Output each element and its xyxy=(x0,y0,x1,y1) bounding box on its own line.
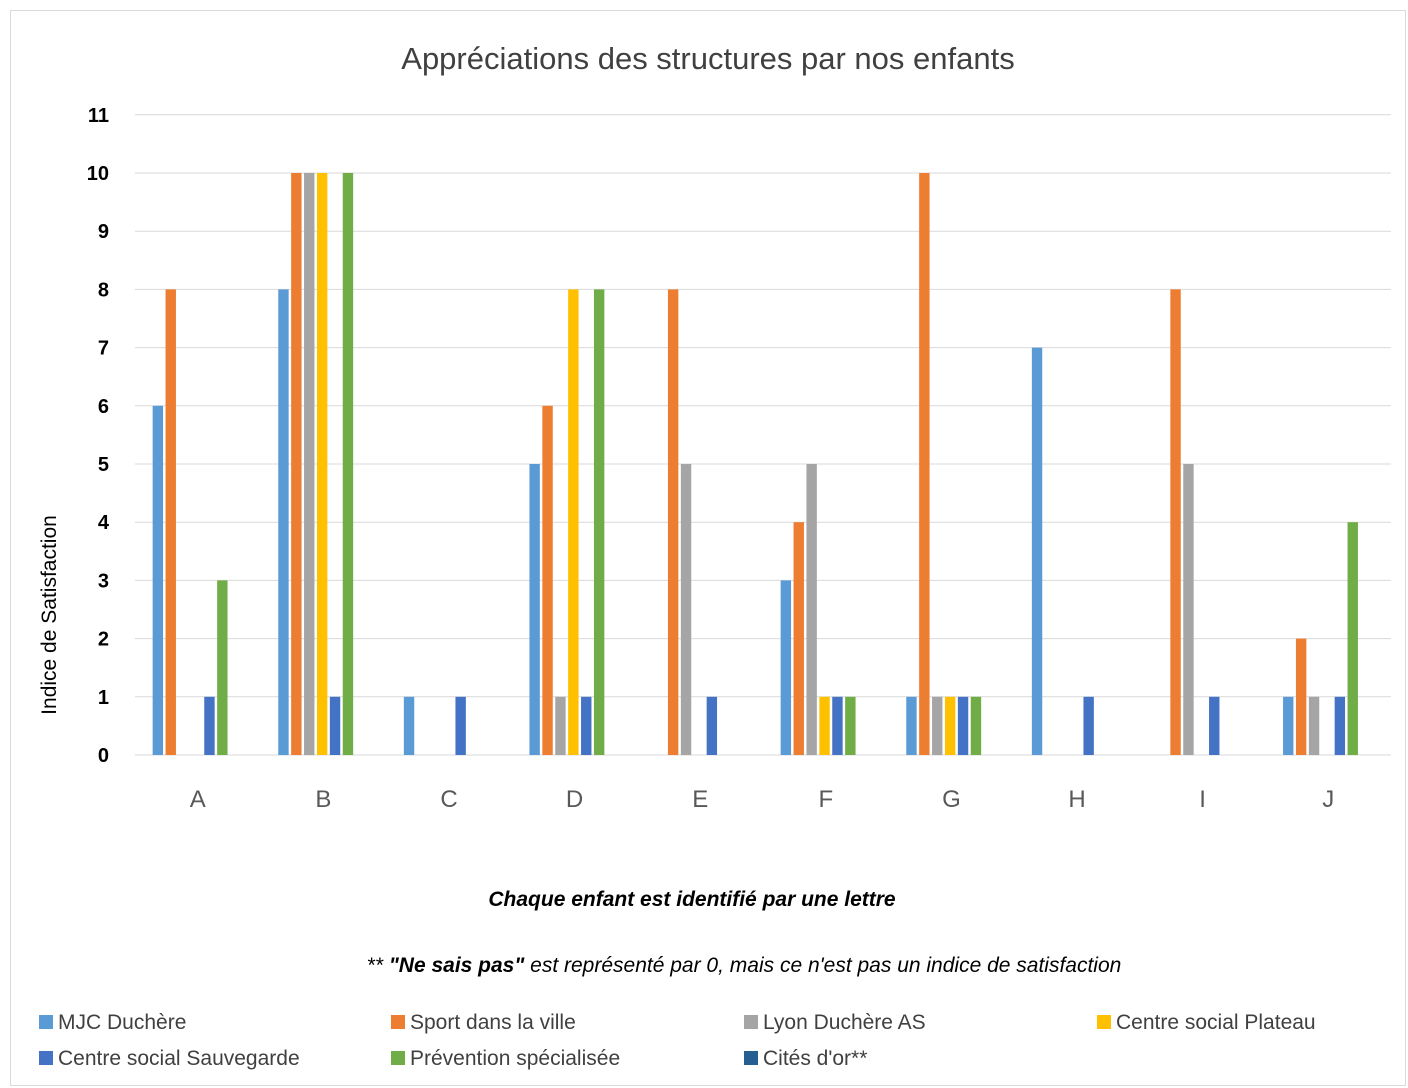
footnote-rest: est représenté par 0, mais ce n'est pas … xyxy=(524,954,1121,977)
y-axis-ticks: 0 1 2 3 4 5 6 7 8 9 10 11 xyxy=(87,105,110,767)
bar-F-0 xyxy=(780,580,792,755)
legend-label-4: Centre social Sauvegarde xyxy=(58,1047,300,1070)
legend-label-0: MJC Duchère xyxy=(58,1011,186,1034)
bar-B-3 xyxy=(316,173,328,755)
bar-J-0 xyxy=(1283,696,1294,755)
legend: MJC Duchère Sport dans la ville Lyon Duchè… xyxy=(39,1011,1316,1070)
x-tick-label: H xyxy=(1068,786,1085,813)
y-tick-label: 6 xyxy=(98,396,109,418)
bar-C-4 xyxy=(455,696,466,755)
bar-D-4 xyxy=(581,696,592,755)
bar-J-4 xyxy=(1334,696,1346,755)
legend-swatch-6 xyxy=(744,1051,758,1065)
bar-A-4 xyxy=(204,696,215,755)
legend-label-2: Lyon Duchère AS xyxy=(763,1011,926,1034)
bar-D-5 xyxy=(593,289,605,755)
legend-swatch-1 xyxy=(391,1015,405,1029)
bar-B-1 xyxy=(291,173,302,755)
bar-D-0 xyxy=(529,464,540,755)
bar-G-4 xyxy=(957,696,969,755)
bar-B-5 xyxy=(342,173,354,755)
bar-I-4 xyxy=(1209,696,1220,755)
footnote-prefix: ** xyxy=(367,954,389,977)
y-tick-label: 3 xyxy=(98,570,109,592)
bar-D-3 xyxy=(568,289,579,755)
y-tick-label: 2 xyxy=(98,629,109,651)
legend-swatch-3 xyxy=(1097,1015,1111,1029)
x-tick-label: B xyxy=(315,786,331,813)
bar-B-0 xyxy=(278,289,289,755)
y-tick-label: 5 xyxy=(98,454,109,476)
bar-G-5 xyxy=(970,696,982,755)
y-tick-label: 4 xyxy=(98,512,110,534)
bars xyxy=(152,173,1358,755)
bar-F-2 xyxy=(806,464,817,755)
bar-G-2 xyxy=(932,696,943,755)
bar-A-1 xyxy=(165,289,176,755)
bar-E-1 xyxy=(667,289,679,755)
legend-label-6: Cités d'or** xyxy=(763,1047,867,1070)
bar-J-2 xyxy=(1308,696,1320,755)
bar-J-5 xyxy=(1347,522,1358,755)
x-tick-label: D xyxy=(566,786,583,813)
bar-E-2 xyxy=(680,464,692,755)
bar-C-0 xyxy=(403,696,415,755)
legend-label-1: Sport dans la ville xyxy=(410,1011,576,1034)
x-tick-label: G xyxy=(942,786,961,813)
y-tick-label: 1 xyxy=(98,687,109,709)
bar-H-4 xyxy=(1083,696,1094,755)
legend-swatch-0 xyxy=(39,1015,53,1029)
bar-B-4 xyxy=(329,696,341,755)
bar-G-1 xyxy=(919,173,930,755)
bar-A-5 xyxy=(217,580,228,755)
bar-D-2 xyxy=(555,696,566,755)
chart-area: Appréciations des structures par nos enf… xyxy=(10,10,1406,1086)
bar-I-2 xyxy=(1183,464,1194,755)
y-axis-label: Indice de Satisfaction xyxy=(38,515,61,715)
x-tick-label: F xyxy=(818,786,833,813)
x-tick-label: C xyxy=(440,786,457,813)
y-tick-label: 11 xyxy=(88,105,109,127)
legend-swatch-2 xyxy=(744,1015,758,1029)
bar-G-0 xyxy=(906,696,917,755)
bar-A-0 xyxy=(152,405,164,755)
bar-D-1 xyxy=(542,405,553,755)
bar-F-1 xyxy=(793,522,804,755)
legend-swatch-4 xyxy=(39,1051,53,1065)
bar-I-1 xyxy=(1170,289,1181,755)
footnote-strong: "Ne sais pas" xyxy=(389,954,526,977)
x-axis-ticks: A B C D E F G H I J xyxy=(190,786,1334,813)
bar-F-5 xyxy=(845,696,856,755)
chart-svg: Appréciations des structures par nos enf… xyxy=(38,41,1391,1070)
x-tick-label: A xyxy=(190,786,206,813)
bar-F-4 xyxy=(832,696,843,755)
legend-swatch-5 xyxy=(391,1051,405,1065)
x-tick-label: J xyxy=(1322,786,1334,813)
x-axis-label: Chaque enfant est identifié par une lett… xyxy=(488,888,896,911)
y-tick-label: 9 xyxy=(98,221,109,243)
y-tick-label: 8 xyxy=(98,279,109,301)
bar-F-3 xyxy=(819,696,830,755)
bar-B-2 xyxy=(304,173,315,755)
chart-title: Appréciations des structures par nos enf… xyxy=(401,41,1014,76)
legend-label-5: Prévention spécialisée xyxy=(410,1047,620,1070)
bar-G-3 xyxy=(944,696,956,755)
y-tick-label: 0 xyxy=(98,745,109,767)
y-tick-label: 7 xyxy=(98,338,109,360)
bar-J-1 xyxy=(1295,638,1307,755)
x-tick-label: I xyxy=(1199,786,1206,813)
x-tick-label: E xyxy=(692,786,708,813)
footnote: ** "Ne sais pas" est représenté par 0, m… xyxy=(367,954,1122,977)
y-tick-label: 10 xyxy=(87,163,109,185)
bar-H-0 xyxy=(1031,347,1043,755)
legend-label-3: Centre social Plateau xyxy=(1116,1011,1316,1034)
bar-E-4 xyxy=(706,696,718,755)
